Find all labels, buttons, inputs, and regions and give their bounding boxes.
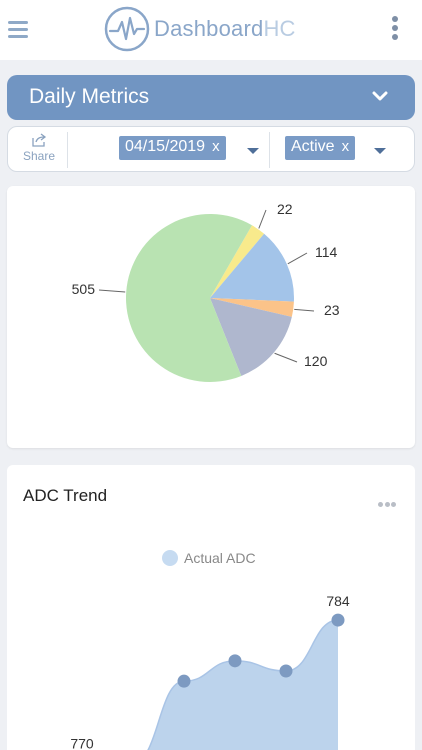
- status-chip-label: Active: [291, 138, 335, 155]
- pie-slice[interactable]: [210, 298, 292, 376]
- pie-data-label: 120: [304, 353, 328, 369]
- trend-title: ADC Trend: [23, 486, 108, 505]
- filter-divider: [269, 132, 270, 168]
- chevron-down-icon[interactable]: [371, 89, 389, 103]
- date-chip-label: 04/15/2019: [125, 138, 206, 155]
- share-icon: [32, 133, 47, 147]
- pie-label-leader: [294, 308, 315, 312]
- point-data-label: 770: [70, 736, 94, 750]
- pie-slice[interactable]: [126, 213, 252, 382]
- filter-divider: [67, 132, 68, 168]
- metrics-selector[interactable]: Daily Metrics: [7, 75, 415, 120]
- status-chip-remove[interactable]: x: [341, 138, 350, 155]
- more-options-icon[interactable]: [378, 494, 398, 507]
- pie-chart: 22 114 23 120 505: [72, 201, 340, 382]
- heartbeat-logo-icon: [104, 6, 150, 52]
- area-chart: 770 784: [70, 593, 350, 750]
- area-fill: [148, 620, 338, 750]
- pie-slice[interactable]: [210, 298, 294, 317]
- hamburger-menu-icon[interactable]: [8, 21, 28, 39]
- status-filter-chip[interactable]: Active x: [285, 136, 356, 160]
- pie-data-label: 114: [315, 244, 338, 260]
- legend-label: Actual ADC: [184, 550, 256, 566]
- share-button[interactable]: Share: [8, 127, 68, 171]
- filter-bar: Share 04/15/2019 x Active x: [7, 126, 415, 172]
- vertical-dots-icon[interactable]: [390, 16, 400, 42]
- metrics-title: Daily Metrics: [29, 85, 150, 108]
- data-point[interactable]: [279, 664, 293, 678]
- status-dropdown-caret-icon[interactable]: [374, 148, 386, 154]
- pie-data-label: 505: [72, 281, 96, 297]
- pie-label-leader: [258, 209, 267, 229]
- data-point[interactable]: [228, 654, 242, 668]
- pie-label-leader: [287, 252, 308, 265]
- logo-suffix: HC: [263, 16, 296, 41]
- data-point[interactable]: [177, 674, 191, 688]
- data-point[interactable]: [331, 613, 345, 627]
- date-chip-remove[interactable]: x: [212, 138, 220, 155]
- date-dropdown-caret-icon[interactable]: [247, 148, 259, 154]
- pie-slice[interactable]: [210, 225, 265, 298]
- chart-legend[interactable]: Actual ADC: [162, 548, 256, 568]
- legend-swatch: [162, 550, 178, 566]
- app-header: DashboardHC: [0, 0, 422, 60]
- pie-chart-card: 22 114 23 120 505: [7, 186, 415, 448]
- adc-trend-card: ADC Trend Actual ADC 770 784: [7, 465, 415, 750]
- pie-data-label: 22: [277, 201, 293, 217]
- point-data-label: 784: [326, 593, 350, 609]
- logo-main: Dashboard: [154, 16, 264, 41]
- date-filter-chip[interactable]: 04/15/2019 x: [119, 136, 226, 160]
- pie-label-leader: [98, 289, 126, 293]
- share-label: Share: [22, 149, 56, 163]
- pie-slice[interactable]: [210, 233, 294, 302]
- pie-label-leader: [274, 352, 298, 363]
- logo-text: DashboardHC: [154, 16, 296, 42]
- pie-data-label: 23: [324, 302, 340, 318]
- app-logo: DashboardHC: [104, 6, 296, 52]
- series-line: [147, 619, 339, 750]
